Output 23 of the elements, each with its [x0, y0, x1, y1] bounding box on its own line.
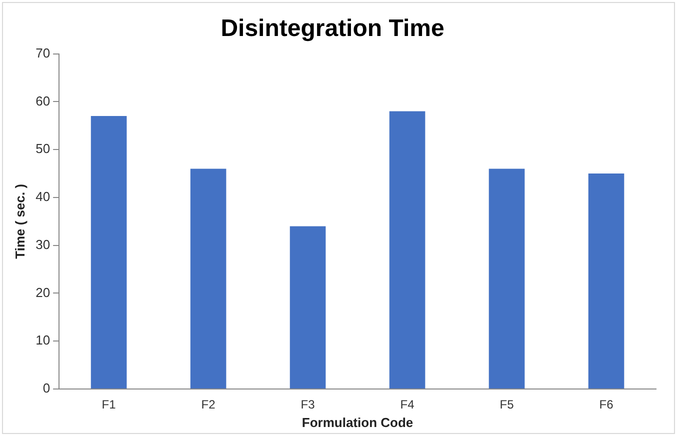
- y-tick-label: 20: [36, 284, 50, 300]
- y-tick-label: 60: [36, 93, 50, 108]
- y-axis-title: Time ( sec. ): [12, 184, 28, 259]
- x-tick-label: F4: [400, 398, 415, 412]
- bar: [290, 226, 326, 388]
- y-tick-label: 70: [36, 45, 50, 60]
- y-tick-label: 30: [36, 236, 50, 252]
- x-tick-label: F2: [201, 398, 216, 412]
- y-tick-label: 10: [36, 332, 50, 348]
- y-tick-label: 50: [36, 141, 50, 156]
- bar: [389, 111, 426, 388]
- x-tick-label: F5: [500, 398, 514, 412]
- x-tick-label: F6: [599, 398, 614, 412]
- y-tick-label: 0: [42, 380, 50, 396]
- bar: [190, 168, 226, 388]
- bar: [90, 116, 127, 388]
- bar: [488, 168, 525, 388]
- chart-title: Disintegration Time: [220, 15, 444, 42]
- y-tick-label: 40: [36, 189, 50, 204]
- bar: [588, 174, 624, 388]
- x-tick-label: F1: [102, 398, 116, 412]
- x-axis-title: Formulation Code: [302, 414, 414, 430]
- x-tick-label: F3: [300, 398, 316, 412]
